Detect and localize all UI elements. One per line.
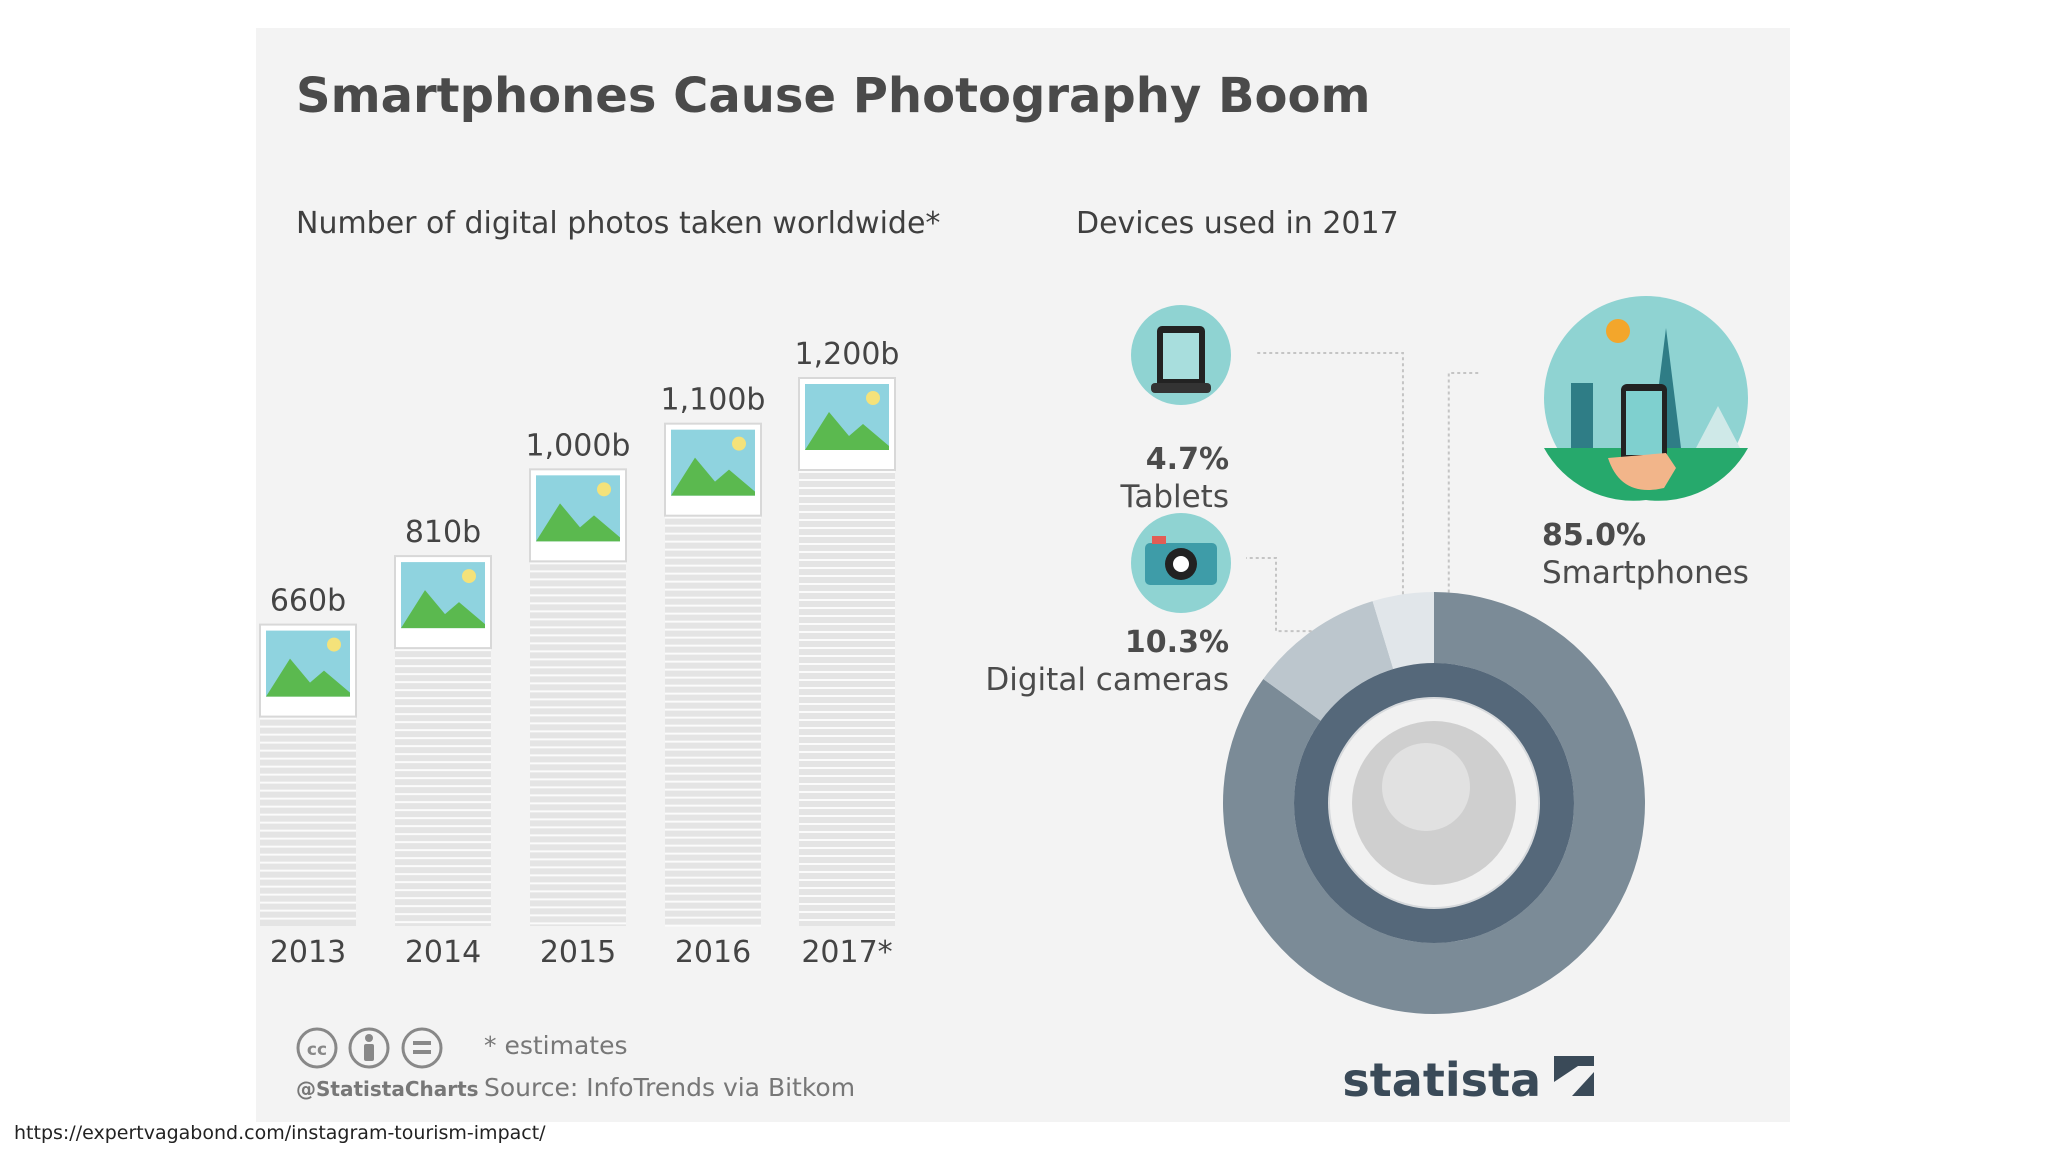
infographic-card: Smartphones Cause Photography Boom Numbe… — [256, 28, 1790, 1122]
bar-chart-subtitle: Number of digital photos taken worldwide… — [296, 206, 940, 241]
smartphone-travel-icon — [1544, 296, 1748, 501]
photo-icon — [664, 422, 762, 517]
digital-camera-icon — [1131, 513, 1231, 613]
smartphones-percent-label: 85.0% — [1542, 518, 1646, 553]
source-note: Source: InfoTrends via Bitkom — [484, 1073, 855, 1102]
no-derivatives-icon — [401, 1027, 443, 1069]
svg-text:cc: cc — [307, 1040, 327, 1060]
donut-slice — [1223, 592, 1645, 1014]
digital-cameras-name-label: Digital cameras — [985, 662, 1229, 698]
bar-value-label: 1,000b — [526, 428, 631, 463]
license-icons: cc — [296, 1027, 443, 1069]
tablets-percent-label: 4.7% — [1146, 442, 1229, 477]
year-tick-label: 2017* — [801, 935, 892, 970]
donut-chart-subtitle: Devices used in 2017 — [1076, 206, 1399, 241]
bar — [394, 555, 492, 926]
cc-icon: cc — [296, 1027, 338, 1069]
donut-slice — [1263, 601, 1394, 721]
smartphones-name-label: Smartphones — [1542, 555, 1749, 591]
photo-icon — [529, 468, 627, 563]
year-tick-label: 2014 — [405, 935, 481, 970]
bar — [798, 377, 896, 926]
bar — [664, 422, 762, 927]
camera-lens-icon — [1294, 663, 1574, 943]
twitter-handle: @StatistaCharts — [296, 1077, 479, 1101]
statista-logo-icon — [1554, 1056, 1594, 1096]
bar-chart: 660b 2013 810b 2014 1,000b 2015 1,100b 2016 1,20… — [259, 337, 900, 970]
attribution-icon — [348, 1027, 390, 1069]
bar — [529, 468, 627, 926]
footnote: * estimates — [484, 1031, 627, 1060]
chart-title: Smartphones Cause Photography Boom — [296, 68, 1371, 124]
photo-icon — [798, 377, 896, 471]
donut-chart: 85.0%Smartphones 10.3%Digital cameras 4.7%… — [985, 296, 1749, 1014]
digital-cameras-percent-label: 10.3% — [1125, 625, 1229, 660]
bar — [259, 623, 357, 926]
photo-icon — [394, 555, 492, 650]
bar-value-label: 810b — [405, 515, 481, 550]
photo-icon — [259, 623, 357, 718]
year-tick-label: 2015 — [540, 935, 616, 970]
bar-value-label: 660b — [270, 584, 346, 619]
donut-slice — [1372, 592, 1434, 670]
tablets-name-label: Tablets — [1120, 479, 1229, 515]
bar-value-label: 1,100b — [661, 383, 766, 418]
source-url: https://expertvagabond.com/instagram-tou… — [14, 1122, 546, 1144]
year-tick-label: 2016 — [675, 935, 751, 970]
statista-logo: statista — [1342, 1053, 1594, 1107]
year-tick-label: 2013 — [270, 935, 346, 970]
bar-value-label: 1,200b — [795, 337, 900, 372]
brand-name: statista — [1342, 1053, 1541, 1107]
tablet-icon — [1131, 305, 1231, 405]
